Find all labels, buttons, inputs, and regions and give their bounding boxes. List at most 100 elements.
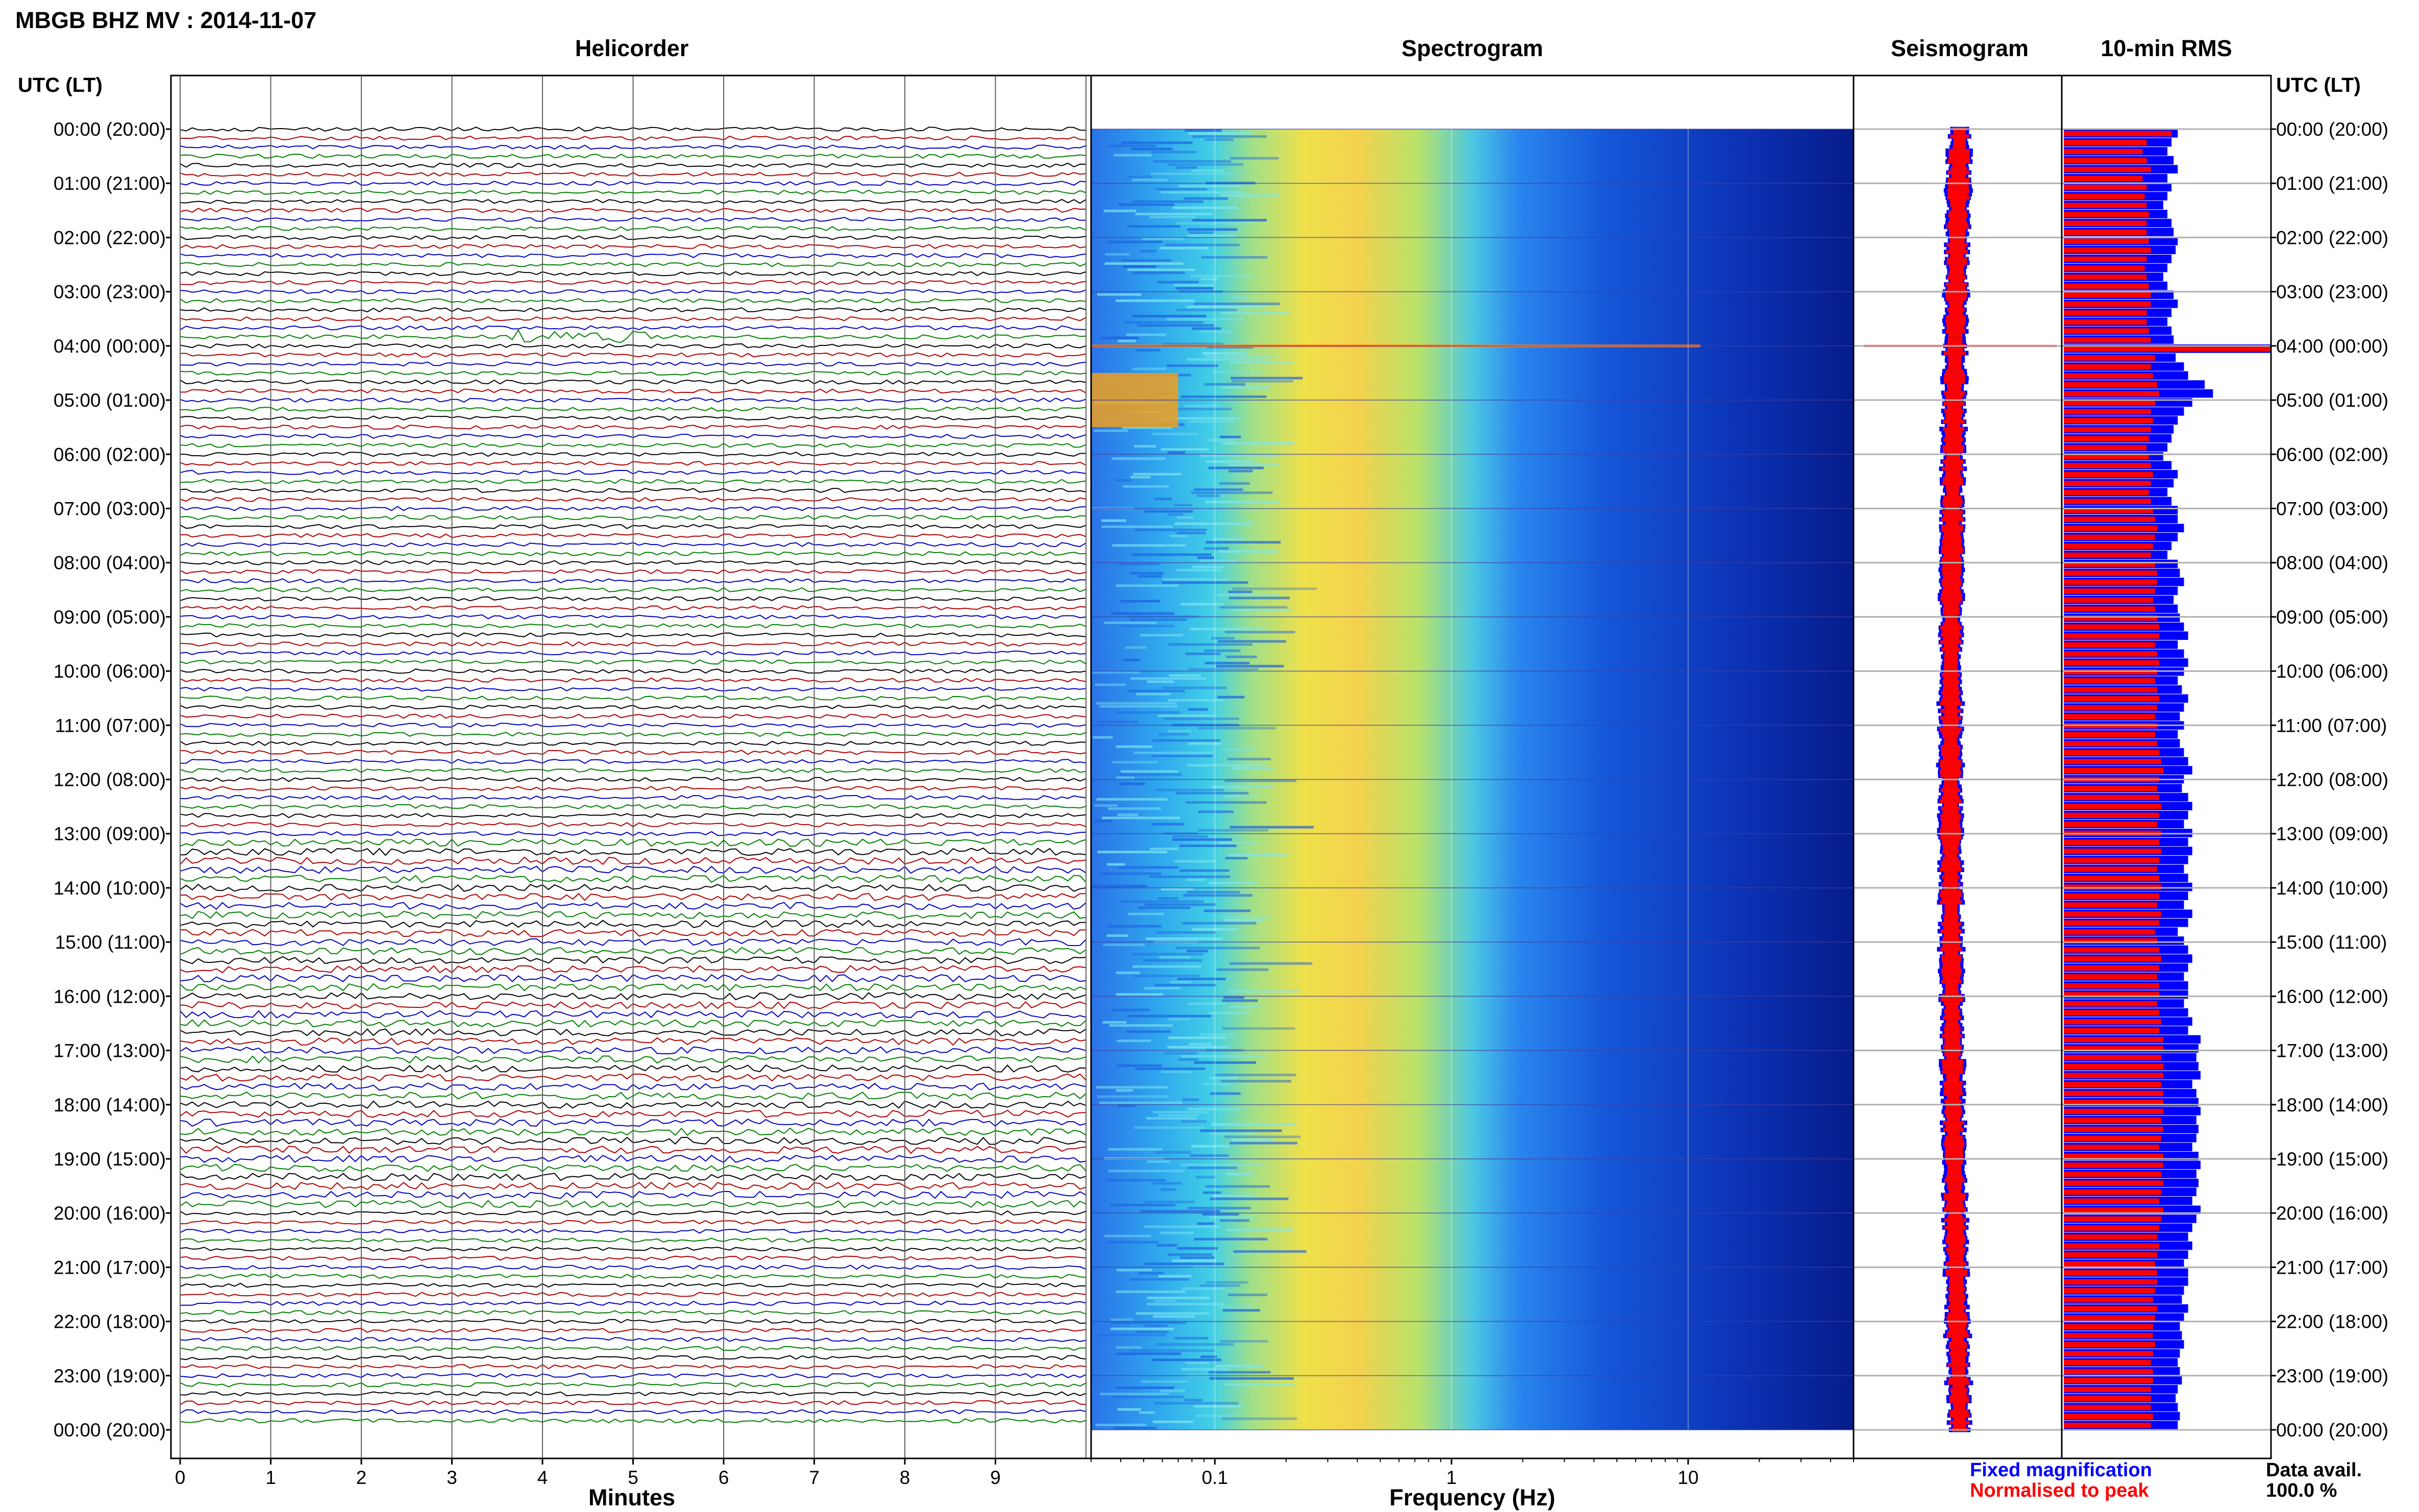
spectrogram-streak xyxy=(1188,1207,1251,1209)
spectrogram-streak xyxy=(1220,1340,1269,1343)
spectrogram-streak xyxy=(1199,454,1277,457)
spectrogram-streak xyxy=(1188,1107,1241,1110)
spectrogram-streak xyxy=(1116,745,1153,748)
rms-bar-normalised xyxy=(2064,1073,2163,1078)
spectrogram-streak xyxy=(1159,246,1209,250)
rms-bar-normalised xyxy=(2064,507,2153,513)
rms-bar-normalised xyxy=(2064,1135,2161,1141)
spectrogram-streak xyxy=(1220,915,1272,919)
spectrogram-streak xyxy=(1181,1368,1230,1371)
spectrogram-streak xyxy=(1137,349,1161,352)
spectrogram-streak xyxy=(1212,538,1244,541)
spectrogram-streak xyxy=(1175,408,1231,411)
spectrogram-streak xyxy=(1195,1414,1235,1417)
spectrogram-streak xyxy=(1218,550,1277,553)
spectrogram-streak xyxy=(1190,628,1266,631)
rms-bar-normalised xyxy=(2064,346,2271,352)
spectrogram-streak xyxy=(1191,491,1273,494)
rms-bar-normalised xyxy=(2064,1369,2153,1374)
spectrogram-streak xyxy=(1145,1262,1224,1266)
spectrogram-streak xyxy=(1153,1315,1195,1318)
rms-bar-normalised xyxy=(2064,992,2159,998)
spectrogram-streak xyxy=(1116,1269,1152,1272)
spectrogram-streak xyxy=(1162,342,1223,345)
rms-bar-normalised xyxy=(2064,292,2151,298)
time-tick-label-left: 04:00 (00:00) xyxy=(54,336,166,357)
time-tick-label-left: 00:00 (20:00) xyxy=(54,1420,166,1441)
spectrogram-streak xyxy=(1229,1142,1297,1145)
rms-bar-normalised xyxy=(2064,1422,2151,1428)
time-tick-label-right: 11:00 (07:00) xyxy=(2276,715,2387,736)
time-axis-label-right: UTC (LT) xyxy=(2276,74,2361,96)
spectrogram-streak xyxy=(1156,931,1217,934)
spectrogram-streak xyxy=(1223,996,1245,999)
spectrogram-streak xyxy=(1130,476,1151,479)
spectrogram-streak xyxy=(1228,854,1288,857)
spectrogram-streak xyxy=(1223,795,1260,798)
spectrogram-streak xyxy=(1216,664,1284,667)
helicorder-x-tick-label: 1 xyxy=(265,1467,276,1488)
rms-bar-normalised xyxy=(2064,1252,2157,1258)
rms-bar-normalised xyxy=(2064,274,2147,280)
spectrogram-streak xyxy=(1222,999,1258,1002)
spectrogram-streak xyxy=(1118,866,1179,869)
rms-bar-normalised xyxy=(2064,1315,2155,1321)
spectrogram-streak xyxy=(1144,1200,1195,1203)
spectrogram-streak xyxy=(1170,981,1192,983)
spectrogram-streak xyxy=(1175,287,1214,290)
spectrogram-streak xyxy=(1110,1318,1133,1321)
rms-bar-normalised xyxy=(2064,812,2159,818)
time-tick-label-left: 06:00 (02:00) xyxy=(54,444,166,465)
rms-bar-normalised xyxy=(2064,1189,2161,1195)
spectrogram-streak xyxy=(1170,535,1188,537)
spectrogram-streak xyxy=(1144,510,1193,513)
spectrogram-streak xyxy=(1101,525,1173,528)
spectrogram-streak xyxy=(1172,835,1208,838)
spectrogram-streak xyxy=(1117,1039,1151,1043)
spectrogram-streak xyxy=(1183,894,1253,897)
rms-bar-normalised xyxy=(2064,570,2157,576)
spectrogram-streak xyxy=(1130,618,1187,621)
spectrogram-streak xyxy=(1175,791,1249,795)
rms-bar-normalised xyxy=(2064,543,2153,549)
rms-bar-normalised xyxy=(2064,265,2145,271)
rms-bar-normalised xyxy=(2064,1306,2157,1311)
spectrogram-streak xyxy=(1160,1231,1194,1234)
spectrogram-streak xyxy=(1175,222,1252,225)
spectrogram-streak xyxy=(1132,315,1206,318)
spectrogram-streak xyxy=(1136,692,1171,696)
spectrogram-streak xyxy=(1097,1095,1169,1098)
rms-bar-normalised xyxy=(2064,1171,2161,1177)
spectrogram-streak xyxy=(1173,284,1214,287)
spectrogram-streak xyxy=(1152,1420,1194,1423)
spectrogram-streak xyxy=(1199,1033,1235,1036)
spectrogram-streak xyxy=(1108,1170,1183,1173)
spectrogram-streak xyxy=(1172,1259,1217,1262)
spectrogram-streak xyxy=(1186,878,1205,881)
rms-title: 10-min RMS xyxy=(2101,35,2232,61)
spectrogram-streak xyxy=(1210,1092,1241,1095)
spectrogram-streak xyxy=(1127,176,1152,178)
rms-bar-normalised xyxy=(2064,1333,2153,1339)
rms-bar-normalised xyxy=(2064,705,2157,711)
rms-bar-normalised xyxy=(2064,633,2159,639)
spectrogram-streak xyxy=(1187,1167,1237,1170)
spectrogram-streak xyxy=(1130,677,1206,680)
spectrogram-streak xyxy=(1190,275,1255,278)
spectrogram-streak xyxy=(1102,1021,1127,1024)
spectrogram-streak xyxy=(1230,296,1248,299)
spectrogram-streak xyxy=(1219,606,1288,609)
spectrogram-streak xyxy=(1099,1101,1182,1104)
spectrogram-streak xyxy=(1096,1086,1168,1089)
spectrogram-streak xyxy=(1103,944,1145,947)
spectrogram-streak xyxy=(1108,240,1163,243)
spectrogram-streak xyxy=(1161,887,1194,890)
spectrogram-streak xyxy=(1141,1380,1188,1383)
rms-bar-normalised xyxy=(2064,1037,2163,1043)
rms-bar-normalised xyxy=(2064,956,2161,962)
time-tick-label-left: 02:00 (22:00) xyxy=(54,227,166,248)
spectrogram-streak xyxy=(1197,727,1276,730)
time-tick-label-right: 21:00 (17:00) xyxy=(2276,1257,2388,1278)
rms-bar-normalised xyxy=(2064,1063,2163,1070)
spectrogram-streak xyxy=(1180,1256,1215,1259)
